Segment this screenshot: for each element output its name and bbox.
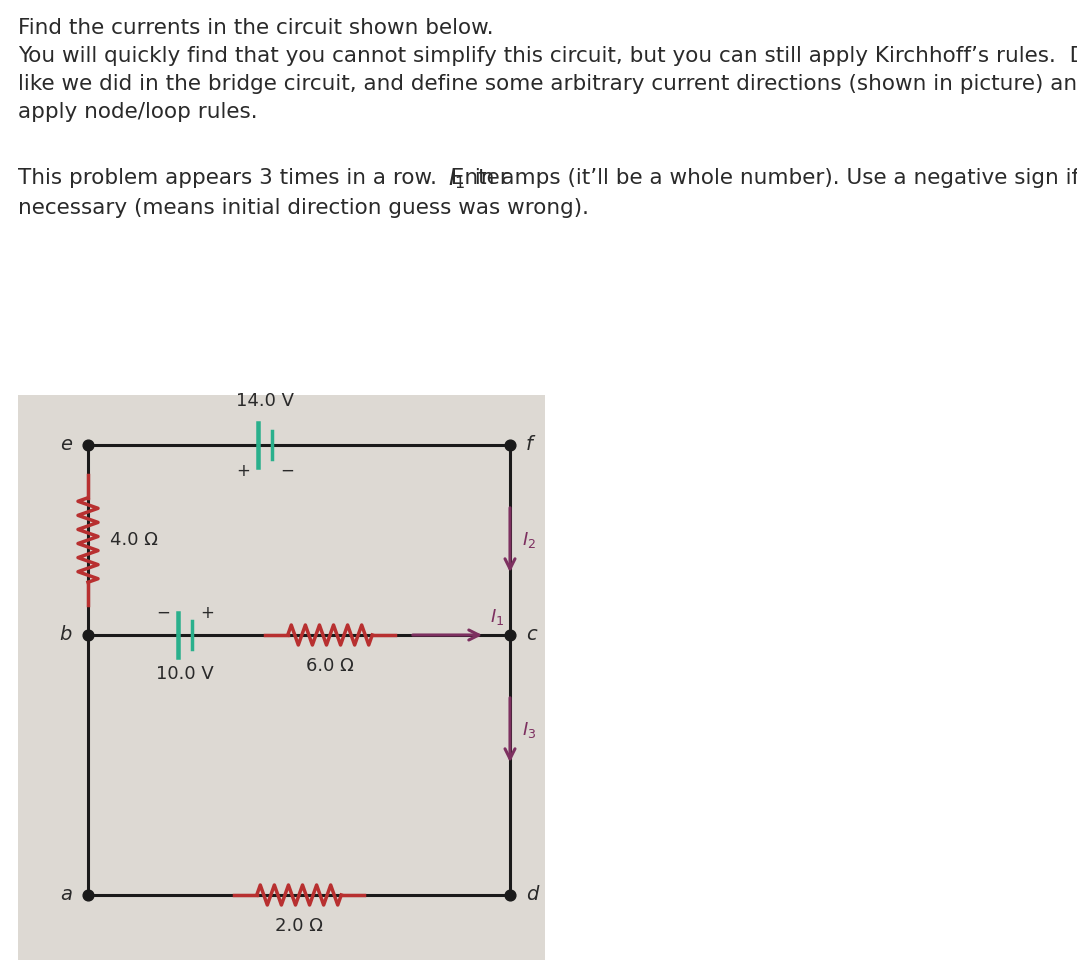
Text: 2.0 Ω: 2.0 Ω xyxy=(275,917,323,935)
Text: +: + xyxy=(236,462,250,480)
FancyBboxPatch shape xyxy=(18,395,545,960)
Text: $I_1$: $I_1$ xyxy=(490,607,504,627)
Text: b: b xyxy=(59,626,72,644)
Point xyxy=(502,437,519,452)
Point xyxy=(502,627,519,643)
Text: You will quickly find that you cannot simplify this circuit, but you can still a: You will quickly find that you cannot si… xyxy=(18,46,1077,66)
Text: −: − xyxy=(156,604,170,622)
Text: 10.0 V: 10.0 V xyxy=(156,665,214,683)
Text: $I_1$: $I_1$ xyxy=(448,166,465,191)
Text: like we did in the bridge circuit, and define some arbitrary current directions : like we did in the bridge circuit, and d… xyxy=(18,74,1077,94)
Point xyxy=(80,437,97,452)
Point xyxy=(80,627,97,643)
Text: Find the currents in the circuit shown below.: Find the currents in the circuit shown b… xyxy=(18,18,493,38)
Text: +: + xyxy=(200,604,214,622)
Text: a: a xyxy=(60,885,72,905)
Point xyxy=(502,887,519,903)
Text: 14.0 V: 14.0 V xyxy=(236,392,294,410)
Text: in amps (it’ll be a whole number). Use a negative sign if: in amps (it’ll be a whole number). Use a… xyxy=(468,168,1077,188)
Point xyxy=(80,887,97,903)
Text: 4.0 Ω: 4.0 Ω xyxy=(110,531,158,549)
Text: −: − xyxy=(280,462,294,480)
Text: 6.0 Ω: 6.0 Ω xyxy=(306,657,354,675)
Text: apply node/loop rules.: apply node/loop rules. xyxy=(18,102,257,122)
Text: c: c xyxy=(526,626,536,644)
Text: d: d xyxy=(526,885,538,905)
Text: $I_2$: $I_2$ xyxy=(522,530,536,550)
Text: $I_3$: $I_3$ xyxy=(522,720,536,740)
Text: necessary (means initial direction guess was wrong).: necessary (means initial direction guess… xyxy=(18,198,589,218)
Text: f: f xyxy=(526,436,533,454)
Text: e: e xyxy=(60,436,72,454)
Text: This problem appears 3 times in a row.  Enter: This problem appears 3 times in a row. E… xyxy=(18,168,516,188)
